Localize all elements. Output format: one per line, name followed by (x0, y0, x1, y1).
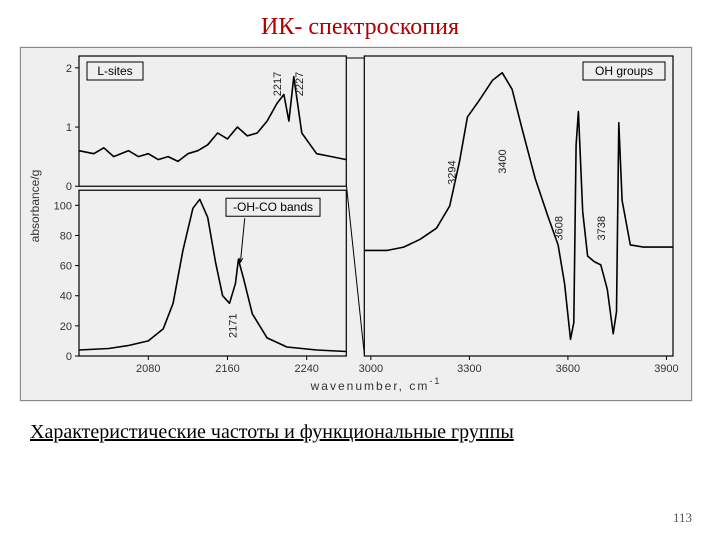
svg-text:2080: 2080 (136, 363, 160, 375)
svg-text:-OH-CO bands: -OH-CO bands (233, 200, 313, 214)
svg-text:3400: 3400 (497, 149, 509, 173)
figure-caption: Характеристические частоты и функциональ… (30, 421, 690, 444)
svg-text:3300: 3300 (457, 363, 481, 375)
svg-text:L-sites: L-sites (97, 64, 132, 78)
svg-text:2171: 2171 (227, 314, 239, 338)
svg-text:2: 2 (66, 63, 72, 75)
svg-text:2227: 2227 (294, 72, 306, 96)
svg-text:OH groups: OH groups (595, 64, 653, 78)
svg-text:1: 1 (66, 122, 72, 134)
svg-text:20: 20 (60, 321, 72, 333)
svg-text:wavenumber, cm-1: wavenumber, cm-1 (310, 376, 442, 393)
svg-text:100: 100 (54, 200, 72, 212)
page-title: ИК- спектроскопия (0, 0, 720, 47)
svg-text:3294: 3294 (446, 160, 458, 184)
svg-text:2217: 2217 (272, 72, 284, 96)
svg-text:0: 0 (66, 351, 72, 363)
svg-text:3738: 3738 (596, 216, 608, 240)
svg-text:3608: 3608 (554, 216, 566, 240)
spectrum-figure: 0 1 2 L-sites 2217 2227 0 20 40 60 80 100 2080 2160 22… (21, 48, 691, 400)
svg-text:3900: 3900 (654, 363, 678, 375)
svg-text:absorbance/g: absorbance/g (28, 170, 42, 243)
svg-text:3000: 3000 (359, 363, 383, 375)
figure-container: 0 1 2 L-sites 2217 2227 0 20 40 60 80 100 2080 2160 22… (20, 47, 692, 401)
svg-text:3600: 3600 (556, 363, 580, 375)
svg-text:2240: 2240 (294, 363, 318, 375)
svg-text:80: 80 (60, 230, 72, 242)
svg-text:0: 0 (66, 181, 72, 193)
page-number: 113 (673, 510, 692, 526)
svg-text:60: 60 (60, 261, 72, 273)
svg-text:40: 40 (60, 291, 72, 303)
svg-text:2160: 2160 (215, 363, 239, 375)
